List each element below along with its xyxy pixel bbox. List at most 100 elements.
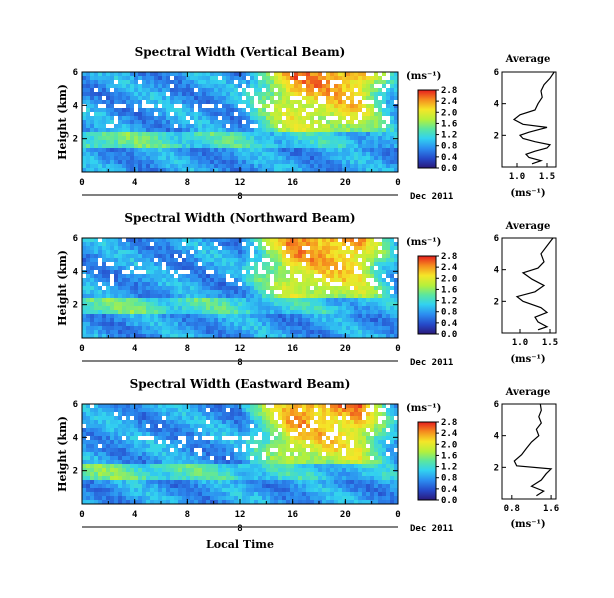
heatmap-cell: [166, 472, 171, 477]
heatmap-cell: [386, 144, 391, 149]
heatmap-cell: [114, 246, 119, 251]
heatmap-cell: [266, 318, 271, 323]
heatmap-cell: [254, 136, 259, 141]
heatmap-cell: [326, 254, 331, 259]
heatmap-cell: [94, 500, 99, 505]
heatmap-cell: [266, 112, 271, 117]
heatmap-cell: [266, 144, 271, 149]
heatmap-cell: [114, 476, 119, 481]
heatmap-cell: [394, 310, 399, 315]
heatmap-cell: [262, 238, 267, 243]
heatmap-cell: [230, 282, 235, 287]
heatmap-cell: [210, 302, 215, 307]
heatmap-cell: [218, 286, 223, 291]
heatmap-cell: [182, 108, 187, 113]
heatmap-cell: [314, 156, 319, 161]
heatmap-cell: [254, 326, 259, 331]
heatmap-cell: [178, 334, 183, 339]
heatmap-cell: [278, 334, 283, 339]
heatmap-cell: [90, 104, 95, 109]
heatmap-cell: [234, 242, 239, 247]
heatmap-cell: [182, 262, 187, 267]
heatmap-cell: [114, 250, 119, 255]
heatmap-cell: [242, 306, 247, 311]
heatmap-cell: [374, 294, 379, 299]
heatmap-cell: [374, 164, 379, 169]
heatmap-cell: [98, 144, 103, 149]
heatmap-cell: [298, 302, 303, 307]
heatmap-cell: [226, 334, 231, 339]
heatmap-cell: [378, 254, 383, 259]
heatmap-cell: [150, 88, 155, 93]
heatmap-cell: [334, 318, 339, 323]
heatmap-cell: [210, 104, 215, 109]
heatmap-cell: [274, 72, 279, 77]
heatmap-cell: [182, 120, 187, 125]
heatmap-cell: [342, 238, 347, 243]
heatmap-cell: [286, 108, 291, 113]
heatmap-cell: [102, 156, 107, 161]
heatmap-cell: [222, 156, 227, 161]
heatmap-cell: [218, 140, 223, 145]
heatmap-cell: [90, 148, 95, 153]
heatmap-cell: [354, 164, 359, 169]
heatmap-cell: [358, 76, 363, 81]
heatmap-cell: [130, 302, 135, 307]
heatmap-cell: [102, 334, 107, 339]
heatmap-cell: [382, 108, 387, 113]
heatmap-cell: [394, 76, 399, 81]
heatmap-cell: [262, 152, 267, 157]
heatmap-cell: [178, 460, 183, 465]
heatmap-cell: [122, 270, 127, 275]
heatmap-cell: [378, 96, 383, 101]
heatmap-cell: [202, 120, 207, 125]
heatmap-cell: [86, 322, 91, 327]
heatmap-cell: [90, 266, 95, 271]
heatmap-cell: [138, 318, 143, 323]
heatmap-cell: [266, 302, 271, 307]
heatmap-cell: [314, 262, 319, 267]
heatmap-cell: [126, 476, 131, 481]
heatmap-cell: [114, 136, 119, 141]
heatmap-cell: [90, 286, 95, 291]
heatmap-cell: [318, 290, 323, 295]
heatmap-cell: [218, 88, 223, 93]
heatmap-cell: [358, 282, 363, 287]
heatmap-cell: [138, 480, 143, 485]
heatmap-cell: [334, 278, 339, 283]
heatmap-cell: [306, 334, 311, 339]
heatmap-cell: [126, 480, 131, 485]
heatmap-cell: [166, 96, 171, 101]
heatmap-cell: [270, 88, 275, 93]
heatmap-cell: [258, 152, 263, 157]
heatmap-cell: [198, 92, 203, 97]
heatmap-cell: [266, 330, 271, 335]
heatmap-cell: [210, 92, 215, 97]
heatmap-cell: [310, 104, 315, 109]
heatmap-cell: [238, 160, 243, 165]
heatmap-cell: [194, 496, 199, 501]
heatmap-cell: [190, 468, 195, 473]
heatmap-cell: [338, 84, 343, 89]
heatmap-cell: [226, 266, 231, 271]
heatmap-cell: [90, 250, 95, 255]
heatmap-cell: [82, 290, 87, 295]
heatmap-cell: [166, 132, 171, 137]
heatmap-cell: [162, 436, 167, 441]
heatmap-cell: [346, 286, 351, 291]
heatmap-cell: [206, 306, 211, 311]
heatmap-cell: [190, 290, 195, 295]
heatmap-cell: [118, 452, 123, 457]
heatmap-cell: [218, 464, 223, 469]
heatmap-cell: [162, 128, 167, 133]
heatmap-cell: [162, 80, 167, 85]
heatmap-cell: [162, 112, 167, 117]
heatmap-cell: [170, 144, 175, 149]
heatmap-cell: [386, 100, 391, 105]
heatmap-cell: [82, 444, 87, 449]
heatmap-cell: [138, 408, 143, 413]
heatmap-cell: [190, 160, 195, 165]
heatmap-cell: [186, 246, 191, 251]
heatmap-cell: [230, 112, 235, 117]
